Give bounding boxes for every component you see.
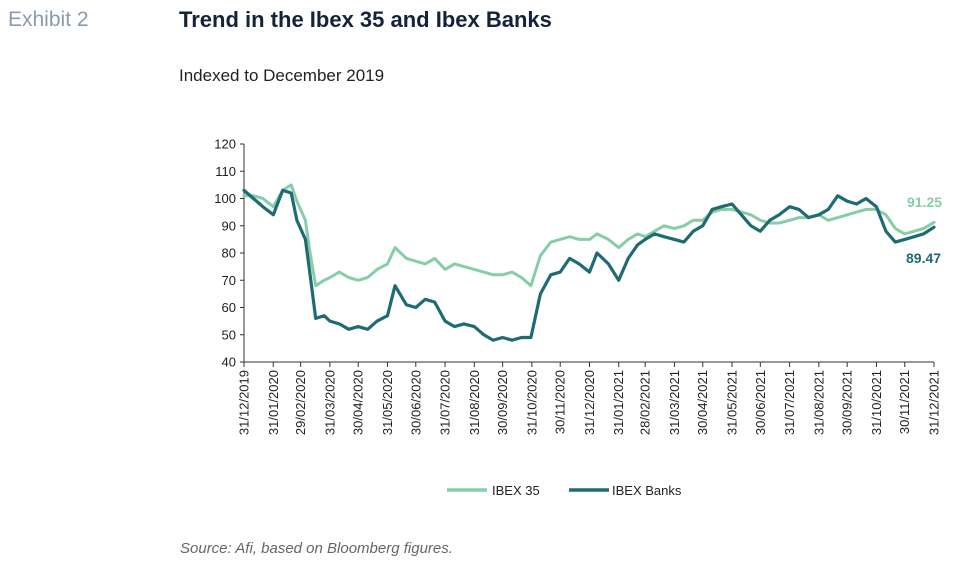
chart-title: Trend in the Ibex 35 and Ibex Banks [179,7,552,32]
x-tick-label: 31/10/2021 [869,370,884,435]
y-tick-label: 50 [222,327,236,342]
exhibit-label: Exhibit 2 [8,8,89,31]
y-tick-label: 110 [215,164,236,179]
x-tick-label: 31/03/2021 [667,370,682,435]
source-note: Source: Afi, based on Bloomberg figures. [180,540,453,557]
y-tick-label: 60 [222,300,236,315]
x-tick-label: 30/09/2021 [840,370,855,435]
x-tick-label: 31/12/2020 [582,370,597,435]
x-tick-label: 31/07/2020 [438,370,453,435]
x-tick-label: 31/03/2020 [322,370,337,435]
x-tick-label: 30/11/2020 [553,370,568,434]
x-tick-label: 29/02/2020 [293,370,308,435]
x-tick-label: 30/09/2020 [495,370,510,435]
y-tick-label: 70 [222,273,236,288]
y-tick-label: 80 [222,246,236,261]
x-tick-label: 30/11/2021 [897,370,912,434]
end-value-label: 91.25 [907,194,942,210]
legend-label: IBEX 35 [492,483,540,498]
legend-label: IBEX Banks [612,483,682,498]
series-line-ibex-banks [242,188,936,342]
x-tick-label: 31/01/2020 [266,370,281,435]
x-tick-label: 30/04/2021 [695,370,710,435]
x-tick-label: 31/12/2021 [927,370,942,435]
chart-subtitle: Indexed to December 2019 [179,66,385,85]
x-tick-label: 31/05/2020 [380,370,395,435]
y-tick-label: 100 [214,191,236,206]
x-tick-label: 31/08/2021 [811,370,826,435]
x-tick-label: 31/12/2019 [237,370,252,435]
y-tick-label: 40 [222,355,236,370]
end-value-label: 89.47 [906,250,941,266]
x-tick-label: 31/10/2020 [524,370,539,435]
x-tick-label: 31/07/2021 [782,370,797,435]
x-tick-label: 30/06/2020 [408,370,423,435]
x-tick-label: 28/02/2021 [638,370,653,435]
y-tick-label: 120 [214,137,236,152]
x-tick-label: 30/06/2021 [753,370,768,435]
x-tick-label: 31/08/2020 [467,370,482,435]
x-tick-label: 31/05/2021 [725,370,740,435]
y-tick-label: 90 [222,218,236,233]
x-tick-label: 30/04/2020 [351,370,366,435]
x-tick-label: 31/01/2021 [611,370,626,435]
